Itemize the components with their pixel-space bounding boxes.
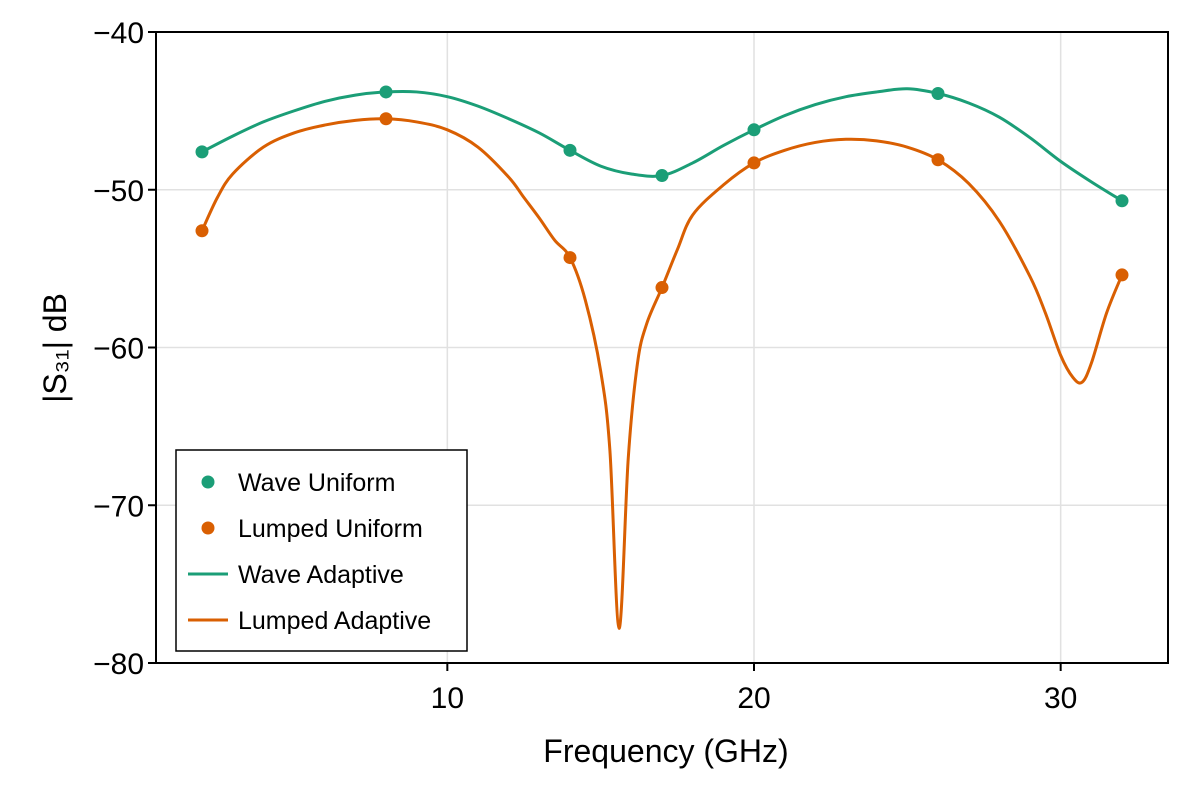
data-point-wave-uniform <box>563 143 577 157</box>
legend-box <box>175 449 468 652</box>
legend-label-lumped-adaptive: Lumped Adaptive <box>238 607 431 635</box>
series-line-wave-adaptive <box>201 87 1123 203</box>
y-tick-label: −40 <box>93 17 144 50</box>
x-tick-label: 20 <box>737 682 770 715</box>
series-line-lumped-adaptive <box>200 117 1124 630</box>
legend-marker-lumped-uniform <box>201 521 215 535</box>
ticks <box>148 31 1062 671</box>
data-point-wave-uniform <box>1115 194 1129 208</box>
legend-label-wave-adaptive: Wave Adaptive <box>238 561 404 589</box>
data-point-lumped-uniform <box>195 224 209 238</box>
y-axis-title: |S₃₁| dB <box>37 293 73 403</box>
tick-labels: 10 20 30 −80 −70 −60 −50 −40 <box>93 17 1077 715</box>
data-point-wave-uniform <box>655 169 669 183</box>
data-point-lumped-uniform <box>655 281 669 295</box>
data-point-wave-uniform <box>931 87 945 101</box>
series-layer <box>195 85 1129 630</box>
data-point-lumped-uniform <box>931 153 945 167</box>
data-point-lumped-uniform <box>379 112 393 126</box>
y-tick-label: −60 <box>93 333 144 366</box>
legend-label-wave-uniform: Wave Uniform <box>238 469 395 497</box>
y-tick-label: −70 <box>93 490 144 523</box>
y-tick-label: −80 <box>93 648 144 681</box>
data-point-lumped-uniform <box>563 251 577 265</box>
y-tick-label: −50 <box>93 175 144 208</box>
legend-label-lumped-uniform: Lumped Uniform <box>238 515 423 543</box>
data-point-lumped-uniform <box>1115 268 1129 282</box>
legend-marker-wave-uniform <box>201 475 215 489</box>
legend: Wave Uniform Lumped Uniform Wave Adaptiv… <box>175 449 468 652</box>
data-point-lumped-uniform <box>747 156 761 170</box>
data-point-wave-uniform <box>379 85 393 99</box>
x-axis-title: Frequency (GHz) <box>543 733 788 769</box>
x-tick-label: 10 <box>431 682 464 715</box>
data-point-wave-uniform <box>195 145 209 159</box>
x-tick-label: 30 <box>1044 682 1077 715</box>
data-point-wave-uniform <box>747 123 761 137</box>
